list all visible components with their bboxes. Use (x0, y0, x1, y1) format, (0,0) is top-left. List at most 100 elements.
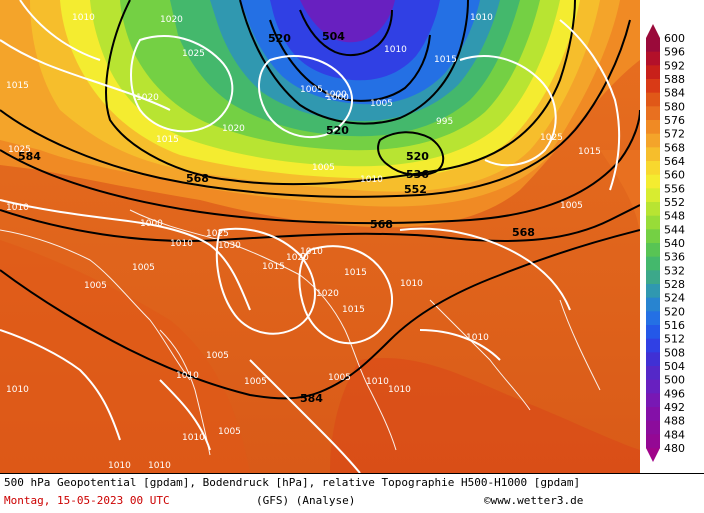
legend-swatch (646, 420, 660, 435)
p-label: 1015 (434, 55, 457, 65)
label-536: 536 (406, 168, 429, 181)
legend-tick-label: 528 (664, 278, 685, 291)
p-label: 1015 (344, 268, 367, 278)
label-552: 552 (404, 183, 427, 196)
p-label: 1020 (286, 253, 309, 263)
legend-swatch (646, 338, 660, 353)
legend-tick-label: 516 (664, 319, 685, 332)
footer-date: Montag, 15-05-2023 00 UTC (4, 494, 170, 507)
label-520-b: 520 (326, 124, 349, 137)
legend-swatch (646, 325, 660, 340)
p-label: 1010 (388, 385, 411, 395)
p-label: 1025 (206, 229, 229, 239)
p-label: 1025 (182, 49, 205, 59)
p-label: 1015 (6, 81, 29, 91)
p-label: 1000 (326, 93, 349, 103)
footer-model: (GFS) (Analyse) (256, 494, 356, 507)
p-label: 1020 (316, 289, 339, 299)
p-label: 1010 (400, 279, 423, 289)
legend-tick-label: 484 (664, 428, 685, 441)
band-588-south (330, 358, 640, 473)
legend-swatch (646, 202, 660, 217)
footer-description: 500 hPa Geopotential [gpdam], Bodendruck… (4, 476, 581, 489)
legend-tick-label: 596 (664, 46, 685, 59)
legend-swatch (646, 297, 660, 312)
p-label: 1010 (366, 377, 389, 387)
legend-tick-label: 500 (664, 374, 685, 387)
legend-swatch (646, 311, 660, 326)
p-label: 1005 (300, 85, 323, 95)
label-520-a: 520 (268, 32, 291, 45)
legend-swatch (646, 256, 660, 271)
legend-tick-label: 552 (664, 196, 685, 209)
p-label: 1020 (136, 93, 159, 103)
footer-credit[interactable]: ©www.wetter3.de (484, 494, 584, 507)
legend-tick-label: 600 (664, 32, 685, 45)
legend-swatch (646, 243, 660, 258)
label-504: 504 (322, 30, 345, 43)
legend-swatch (646, 229, 660, 244)
legend-tick-label: 568 (664, 141, 685, 154)
footer: 500 hPa Geopotential [gpdam], Bodendruck… (0, 473, 704, 513)
legend-swatch (646, 379, 660, 394)
p-label: 1010 (176, 371, 199, 381)
p-label: 1005 (132, 263, 155, 273)
legend-tick-label: 480 (664, 442, 685, 455)
p-label: 1005 (370, 99, 393, 109)
p-label: 1025 (540, 133, 563, 143)
legend-arrow-up-icon (646, 24, 660, 38)
legend-tick-label: 556 (664, 182, 685, 195)
p-label: 1010 (360, 175, 383, 185)
coastlines (0, 209, 601, 456)
legend-tick-label: 588 (664, 73, 685, 86)
legend-tick-label: 520 (664, 305, 685, 318)
p-label: 1010 (72, 13, 95, 23)
p-label: 1010 (170, 239, 193, 249)
legend-tick-label: 504 (664, 360, 685, 373)
legend-swatch (646, 106, 660, 121)
legend-tick-label: 584 (664, 87, 685, 100)
p-label: 1010 (466, 333, 489, 343)
p-label: 1005 (244, 377, 267, 387)
p-label: 1015 (342, 305, 365, 315)
legend-swatch (646, 270, 660, 285)
legend-tick-label: 592 (664, 59, 685, 72)
p-label: 1010 (300, 247, 323, 257)
label-520-c: 520 (406, 150, 429, 163)
legend-tick-label: 524 (664, 292, 685, 305)
legend-tick-label: 548 (664, 210, 685, 223)
p-label: 1000 (324, 90, 347, 100)
legend-canvas: 6005965925885845805765725685645605565525… (646, 24, 685, 462)
legend-tick-label: 576 (664, 114, 685, 127)
legend-swatch (646, 92, 660, 107)
p-label: 1005 (328, 373, 351, 383)
p-label: 1010 (148, 461, 171, 471)
legend-tick-label: 580 (664, 100, 685, 113)
p-label: 1005 (84, 281, 107, 291)
legend-swatch (646, 65, 660, 80)
legend-tick-label: 560 (664, 169, 685, 182)
legend-tick-label: 512 (664, 333, 685, 346)
band-580-east (600, 150, 640, 240)
label-584-a: 584 (18, 150, 41, 163)
p-label: 1015 (156, 135, 179, 145)
label-568-a: 568 (186, 172, 209, 185)
p-label: 1005 (312, 163, 335, 173)
p-label: 1010 (182, 433, 205, 443)
geopotential-labels: 504 520 520 520 536 552 568 568 568 584 … (18, 30, 535, 405)
label-584-b: 584 (300, 392, 323, 405)
legend-swatch (646, 366, 660, 381)
p-label: 1020 (160, 15, 183, 25)
legend-swatch (646, 215, 660, 230)
p-label: 1015 (578, 147, 601, 157)
pressure-contours (0, 0, 619, 473)
p-label: 1000 (140, 219, 163, 229)
p-label: 1030 (218, 241, 241, 251)
geopotential-contours (0, 0, 640, 400)
p-label: 1010 (470, 13, 493, 23)
label-568-c: 568 (512, 226, 535, 239)
p-label: 1005 (218, 427, 241, 437)
label-568-b: 568 (370, 218, 393, 231)
legend-tick-label: 536 (664, 251, 685, 264)
legend-swatch (646, 284, 660, 299)
